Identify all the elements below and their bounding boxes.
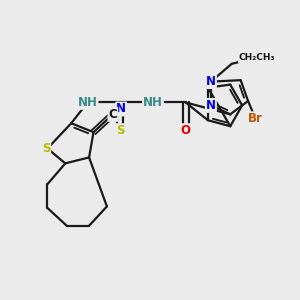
Text: S: S	[116, 124, 124, 137]
Text: CH₂CH₃: CH₂CH₃	[239, 53, 275, 62]
Text: O: O	[181, 124, 191, 137]
Text: Br: Br	[248, 112, 263, 125]
Text: C: C	[109, 108, 117, 121]
Text: N: N	[116, 103, 126, 116]
Text: NH: NH	[78, 96, 98, 109]
Text: S: S	[42, 142, 50, 155]
Text: NH: NH	[143, 96, 163, 109]
Text: N: N	[206, 75, 216, 88]
Text: N: N	[206, 99, 216, 112]
